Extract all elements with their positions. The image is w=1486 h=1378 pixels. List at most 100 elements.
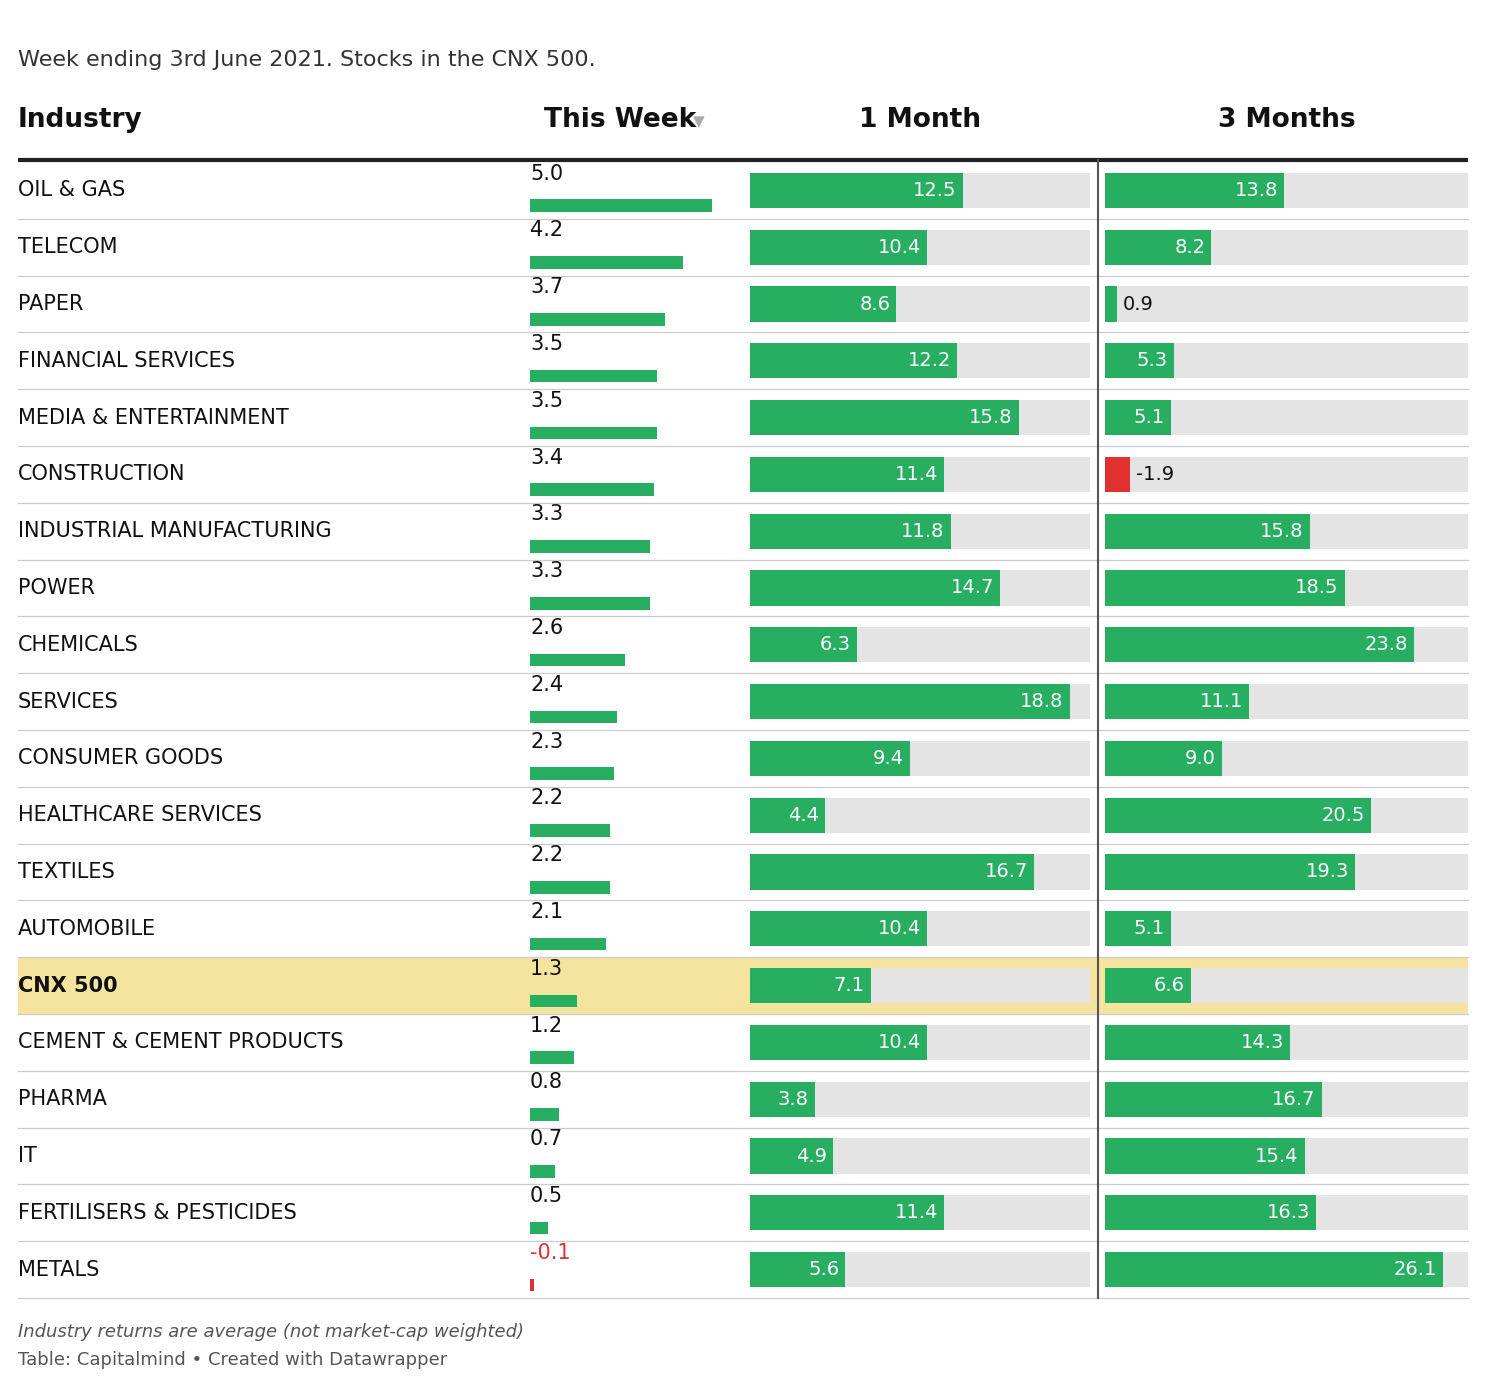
Bar [531, 1051, 574, 1064]
Bar [750, 741, 909, 776]
Text: 5.1: 5.1 [1134, 408, 1165, 427]
Bar [18, 958, 1468, 1014]
Bar [750, 343, 1091, 379]
Bar [750, 287, 1091, 321]
Text: 6.6: 6.6 [1153, 976, 1184, 995]
Bar [1106, 911, 1171, 947]
Text: This Week: This Week [544, 107, 695, 134]
Text: CONSUMER GOODS: CONSUMER GOODS [18, 748, 223, 769]
Bar [750, 1195, 944, 1231]
Bar [750, 1195, 1091, 1231]
Bar [1106, 514, 1309, 548]
Text: 3.3: 3.3 [531, 561, 563, 582]
Bar [750, 683, 1091, 719]
Text: Table: Capitalmind • Created with Datawrapper: Table: Capitalmind • Created with Datawr… [18, 1350, 447, 1368]
Bar [750, 1082, 814, 1116]
Bar [531, 1222, 548, 1235]
Bar [750, 230, 1091, 265]
Bar [1106, 1082, 1321, 1116]
Bar [1106, 514, 1468, 548]
Text: 0.8: 0.8 [531, 1072, 563, 1093]
Bar [750, 1025, 1091, 1060]
Bar [531, 768, 614, 780]
Text: HEALTHCARE SERVICES: HEALTHCARE SERVICES [18, 805, 262, 825]
Bar [1106, 343, 1468, 379]
Bar [750, 1138, 834, 1174]
Text: Week ending 3rd June 2021. Stocks in the CNX 500.: Week ending 3rd June 2021. Stocks in the… [18, 50, 596, 70]
Bar [1106, 1025, 1290, 1060]
Text: CEMENT & CEMENT PRODUCTS: CEMENT & CEMENT PRODUCTS [18, 1032, 343, 1053]
Text: 1.3: 1.3 [531, 959, 563, 978]
Bar [1106, 343, 1174, 379]
Bar [750, 627, 1091, 663]
Bar [750, 287, 896, 321]
Text: FERTILISERS & PESTICIDES: FERTILISERS & PESTICIDES [18, 1203, 297, 1222]
Bar [750, 1253, 1091, 1287]
Text: 0.7: 0.7 [531, 1129, 563, 1149]
Bar [1106, 1195, 1468, 1231]
Text: ▼: ▼ [692, 114, 704, 130]
Text: 2.2: 2.2 [531, 788, 563, 809]
Bar [750, 798, 1091, 832]
Text: INDUSTRIAL MANUFACTURING: INDUSTRIAL MANUFACTURING [18, 521, 331, 542]
Bar [531, 597, 649, 609]
Text: 5.0: 5.0 [531, 164, 563, 183]
Bar [750, 172, 963, 208]
Text: 6.3: 6.3 [820, 635, 851, 655]
Bar [531, 1279, 533, 1291]
Text: 16.7: 16.7 [1272, 1090, 1315, 1109]
Bar [531, 995, 577, 1007]
Bar [1106, 287, 1468, 321]
Text: 20.5: 20.5 [1321, 806, 1364, 824]
Bar [1106, 1138, 1468, 1174]
Text: 5.1: 5.1 [1134, 919, 1165, 938]
Text: 3.8: 3.8 [777, 1090, 808, 1109]
Bar [531, 540, 649, 553]
Bar [1106, 230, 1211, 265]
Bar [750, 400, 1091, 435]
Bar [750, 343, 957, 379]
Text: IT: IT [18, 1146, 37, 1166]
Bar [531, 200, 712, 212]
Bar [1106, 570, 1345, 605]
Text: 3 Months: 3 Months [1217, 107, 1355, 134]
Text: 3.5: 3.5 [531, 333, 563, 354]
Bar [531, 427, 657, 440]
Text: 5.3: 5.3 [1137, 351, 1168, 371]
Text: 12.2: 12.2 [908, 351, 951, 371]
Bar [750, 1082, 1091, 1116]
Text: 4.9: 4.9 [796, 1146, 828, 1166]
Bar [750, 854, 1091, 890]
Text: 3.3: 3.3 [531, 504, 563, 525]
Text: 4.4: 4.4 [788, 806, 819, 824]
Text: 2.3: 2.3 [531, 732, 563, 751]
Text: 12.5: 12.5 [912, 181, 957, 200]
Bar [750, 172, 1091, 208]
Bar [1106, 854, 1468, 890]
Text: AUTOMOBILE: AUTOMOBILE [18, 919, 156, 938]
Text: 2.2: 2.2 [531, 845, 563, 865]
Bar [1106, 1253, 1468, 1287]
Text: 11.4: 11.4 [895, 464, 938, 484]
Text: 18.5: 18.5 [1296, 579, 1339, 598]
Bar [1106, 172, 1468, 208]
Bar [750, 627, 857, 663]
Bar [1106, 1195, 1317, 1231]
Text: 15.8: 15.8 [1260, 522, 1303, 540]
Text: 10.4: 10.4 [878, 919, 921, 938]
Bar [1106, 967, 1468, 1003]
Text: 18.8: 18.8 [1021, 692, 1064, 711]
Text: 3.7: 3.7 [531, 277, 563, 298]
Bar [750, 1138, 1091, 1174]
Text: 0.9: 0.9 [1122, 295, 1153, 314]
Bar [750, 1025, 927, 1060]
Bar [750, 1253, 846, 1287]
Bar [1106, 456, 1129, 492]
Text: METALS: METALS [18, 1259, 100, 1280]
Bar [531, 655, 624, 667]
Text: 7.1: 7.1 [834, 976, 865, 995]
Bar [1106, 627, 1413, 663]
Bar [531, 256, 682, 269]
Bar [1106, 741, 1468, 776]
Bar [750, 514, 951, 548]
